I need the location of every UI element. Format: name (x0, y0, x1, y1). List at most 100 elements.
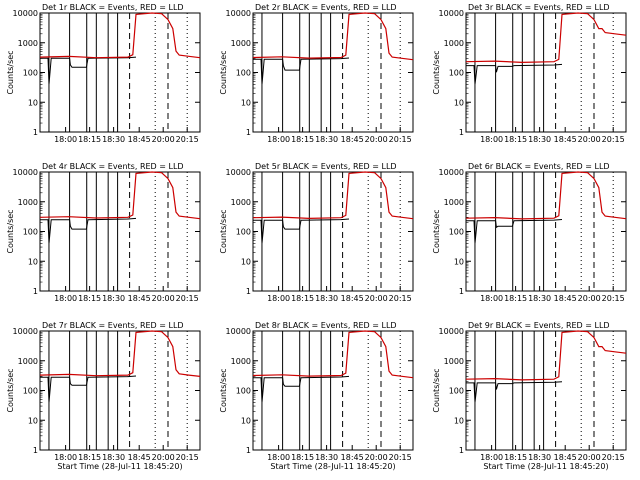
lld-series-line (39, 12, 201, 59)
lld-series-line (252, 330, 414, 379)
detector-plot-6: Det 6r BLACK = Events, RED = LLD 1 10 100 10… (432, 162, 627, 303)
y-tick-label: 1 (33, 446, 38, 455)
y-tick-label: 1000 (18, 357, 38, 366)
y-axis-label: Counts/sec (432, 368, 441, 412)
plot-title: Det 7r BLACK = Events, RED = LLD (42, 321, 184, 330)
lld-series-line (465, 330, 627, 381)
plot-frame (252, 330, 414, 451)
x-tick-label: 20:15 (176, 294, 199, 303)
x-tick-label: 18:00 (480, 294, 503, 303)
x-tick-label: 18:15 (78, 294, 101, 303)
x-tick-label: 18:30 (315, 453, 338, 462)
x-tick-label: 18:45 (128, 135, 151, 144)
y-tick-label: 1000 (231, 39, 251, 48)
y-tick-label: 1000 (444, 357, 464, 366)
x-tick-label: 18:45 (554, 294, 577, 303)
plot-frame (252, 12, 414, 133)
y-tick-label: 10000 (439, 327, 464, 336)
detector-plot-7: Det 7r BLACK = Events, RED = LLD 1 10 100 10… (6, 321, 201, 471)
y-axis-label: Counts/sec (219, 209, 228, 253)
x-tick-label: 18:15 (504, 135, 527, 144)
x-tick-label: 18:30 (315, 135, 338, 144)
plot-title: Det 6r BLACK = Events, RED = LLD (468, 162, 610, 171)
x-tick-label: 18:30 (315, 294, 338, 303)
x-tick-label: 18:30 (102, 453, 125, 462)
x-tick-label: 20:15 (389, 294, 412, 303)
x-tick-label: 20:15 (602, 453, 625, 462)
x-tick-label: 18:00 (267, 294, 290, 303)
x-tick-label: 20:00 (152, 294, 175, 303)
y-tick-label: 1 (459, 128, 464, 137)
events-series-line (40, 56, 137, 85)
y-tick-label: 10 (241, 416, 251, 425)
y-axis-label: Counts/sec (432, 209, 441, 253)
y-tick-label: 100 (449, 228, 464, 237)
y-tick-label: 1000 (18, 39, 38, 48)
y-tick-label: 10000 (439, 168, 464, 177)
y-tick-label: 100 (449, 387, 464, 396)
x-tick-label: 20:15 (389, 135, 412, 144)
y-tick-label: 100 (236, 387, 251, 396)
lld-series-line (252, 171, 414, 220)
x-tick-label: 18:00 (54, 135, 77, 144)
x-tick-label: 20:00 (152, 135, 175, 144)
plot-title: Det 8r BLACK = Events, RED = LLD (255, 321, 397, 330)
x-axis-label: Start Time (28-Jul-11 18:45:20) (57, 462, 182, 471)
events-series-line (253, 218, 350, 244)
x-tick-label: 18:15 (291, 453, 314, 462)
y-axis-label: Counts/sec (219, 368, 228, 412)
y-tick-label: 1000 (18, 198, 38, 207)
x-tick-label: 20:00 (578, 135, 601, 144)
y-tick-label: 1 (33, 128, 38, 137)
x-tick-label: 20:15 (176, 453, 199, 462)
x-tick-label: 18:30 (102, 135, 125, 144)
y-tick-label: 100 (236, 228, 251, 237)
y-tick-label: 10000 (13, 327, 38, 336)
events-series-line (40, 217, 137, 244)
detector-plot-9: Det 9r BLACK = Events, RED = LLD 1 10 100 10… (432, 321, 627, 471)
x-tick-label: 18:15 (504, 453, 527, 462)
x-axis-label: Start Time (28-Jul-11 18:45:20) (270, 462, 395, 471)
lld-series-line (465, 12, 627, 64)
x-tick-label: 18:45 (341, 453, 364, 462)
x-tick-label: 18:15 (78, 453, 101, 462)
events-series-line (466, 381, 563, 403)
y-tick-label: 10 (28, 416, 38, 425)
y-tick-label: 1 (459, 446, 464, 455)
y-tick-label: 10 (454, 416, 464, 425)
x-tick-label: 18:45 (554, 453, 577, 462)
x-tick-label: 20:00 (578, 294, 601, 303)
y-tick-label: 100 (23, 387, 38, 396)
y-tick-label: 10 (241, 257, 251, 266)
plot-frame (465, 12, 627, 133)
y-tick-label: 1 (459, 287, 464, 296)
x-tick-label: 20:00 (578, 453, 601, 462)
y-axis-label: Counts/sec (6, 50, 15, 94)
x-tick-label: 18:15 (291, 294, 314, 303)
y-tick-label: 10000 (226, 327, 251, 336)
x-tick-label: 18:00 (267, 453, 290, 462)
plot-frame (39, 330, 201, 451)
events-series-line (466, 63, 563, 85)
y-axis-label: Counts/sec (432, 50, 441, 94)
y-axis-label: Counts/sec (6, 368, 15, 412)
x-tick-label: 18:45 (341, 135, 364, 144)
y-tick-label: 1 (246, 287, 251, 296)
x-tick-label: 20:15 (602, 294, 625, 303)
x-tick-label: 20:15 (176, 135, 199, 144)
events-series-line (40, 375, 137, 403)
y-tick-label: 10000 (226, 168, 251, 177)
y-tick-label: 10 (28, 257, 38, 266)
events-series-line (253, 375, 350, 403)
detector-plot-8: Det 8r BLACK = Events, RED = LLD 1 10 100 10… (219, 321, 414, 471)
y-tick-label: 1 (246, 128, 251, 137)
lld-series-line (465, 171, 627, 220)
x-tick-label: 18:00 (267, 135, 290, 144)
y-tick-label: 1000 (444, 198, 464, 207)
detector-plot-4: Det 4r BLACK = Events, RED = LLD 1 10 100 10… (6, 162, 201, 303)
x-tick-label: 18:15 (504, 294, 527, 303)
y-tick-label: 100 (449, 69, 464, 78)
x-axis-label: Start Time (28-Jul-11 18:45:20) (483, 462, 608, 471)
y-axis-label: Counts/sec (219, 50, 228, 94)
